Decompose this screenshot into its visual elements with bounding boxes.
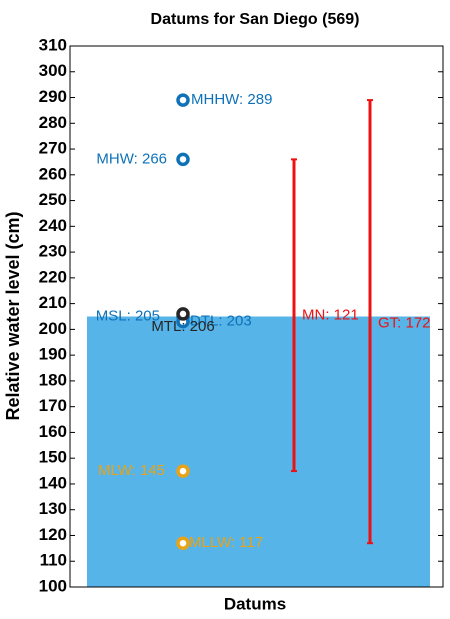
y-tick-label: 170 bbox=[39, 396, 67, 415]
range-label: MN: 121 bbox=[302, 306, 359, 323]
y-tick-label: 160 bbox=[39, 422, 67, 441]
y-tick-label: 150 bbox=[39, 448, 67, 467]
y-tick-label: 210 bbox=[39, 293, 67, 312]
water-fill bbox=[87, 316, 430, 587]
y-tick-label: 130 bbox=[39, 499, 67, 518]
y-tick-label: 180 bbox=[39, 370, 67, 389]
y-tick-label: 110 bbox=[40, 551, 67, 570]
y-tick-label: 280 bbox=[39, 113, 67, 132]
chart-title: Datums for San Diego (569) bbox=[151, 11, 360, 28]
y-tick-label: 140 bbox=[39, 473, 67, 492]
y-tick-label: 190 bbox=[39, 345, 67, 364]
y-tick-label: 220 bbox=[39, 267, 67, 286]
y-tick-label: 310 bbox=[39, 35, 67, 54]
datum-marker bbox=[176, 152, 190, 167]
datum-label: MLLW: 117 bbox=[189, 534, 263, 551]
datum-marker bbox=[176, 536, 190, 550]
datum-label: MSL: 205 bbox=[96, 307, 160, 324]
range-label: GT: 172 bbox=[378, 314, 431, 331]
datum-marker bbox=[176, 464, 190, 478]
y-tick-label: 260 bbox=[39, 164, 67, 183]
x-axis-label: Datums bbox=[224, 594, 286, 613]
datum-marker bbox=[176, 93, 190, 107]
y-tick-label: 120 bbox=[39, 525, 67, 544]
y-tick-label: 270 bbox=[39, 139, 67, 158]
y-axis-label: Relative water level (cm) bbox=[3, 211, 23, 420]
datum-label: MHHW: 289 bbox=[191, 91, 272, 108]
y-tick-label: 100 bbox=[39, 576, 67, 595]
datum-marker bbox=[176, 307, 190, 321]
datum-label: MLW: 145 bbox=[98, 462, 165, 479]
y-tick-label: 290 bbox=[39, 87, 67, 106]
y-tick-label: 240 bbox=[39, 216, 67, 235]
y-tick-label: 230 bbox=[39, 242, 67, 261]
datum-label: MTL: 206 bbox=[151, 318, 214, 335]
y-tick-label: 300 bbox=[39, 61, 67, 80]
y-tick-label: 250 bbox=[39, 190, 67, 209]
datum-label: DTL: 203 bbox=[190, 313, 252, 330]
plot-frame bbox=[69, 45, 444, 588]
datum-label: MHW: 266 bbox=[96, 150, 167, 167]
y-tick-label: 200 bbox=[39, 319, 67, 338]
